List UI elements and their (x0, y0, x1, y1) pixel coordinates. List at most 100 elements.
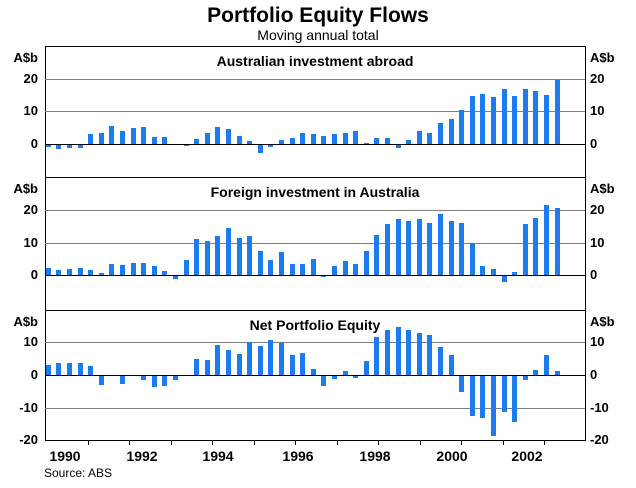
bar (406, 220, 412, 276)
bar (416, 218, 422, 276)
gridline (45, 407, 585, 409)
bar (374, 138, 380, 145)
bar (183, 260, 189, 276)
bar (278, 251, 284, 276)
bar (554, 80, 560, 145)
zero-line (45, 144, 585, 146)
y-axis-unit-label-left: A$b (13, 181, 38, 197)
bar (257, 145, 263, 153)
x-axis-tick (419, 441, 421, 445)
bar (141, 127, 147, 145)
bar (98, 272, 104, 276)
bar (416, 333, 422, 376)
bar (278, 140, 284, 145)
bar (300, 352, 306, 376)
bar (225, 228, 231, 276)
bar (300, 263, 306, 276)
x-axis-tick (544, 441, 546, 445)
bar (533, 369, 539, 376)
x-axis-tick (295, 441, 297, 445)
bar (88, 133, 94, 145)
bar (395, 327, 401, 376)
bar (469, 243, 475, 276)
bar (141, 376, 147, 380)
x-axis-tick (253, 441, 255, 445)
bar (363, 361, 369, 376)
x-axis-label: 1992 (126, 448, 158, 464)
x-axis-tick (170, 441, 172, 445)
bar (162, 376, 168, 386)
bar (554, 208, 560, 276)
bar (172, 376, 178, 380)
bar (385, 329, 391, 376)
bar (406, 329, 412, 376)
x-axis-tick (88, 441, 89, 445)
bar (204, 240, 210, 276)
bar (56, 145, 62, 149)
bar (501, 276, 507, 283)
bar (321, 135, 327, 145)
y-tick-label-right: -10 (590, 399, 609, 415)
bar (512, 376, 518, 422)
plot-border-right (585, 46, 586, 441)
bar (448, 118, 454, 145)
bar (459, 109, 465, 145)
panel-separator (45, 309, 585, 311)
bar (363, 143, 369, 145)
bar (56, 363, 62, 376)
bar (247, 236, 253, 276)
bar (459, 222, 465, 276)
bar (66, 145, 72, 149)
bar (119, 264, 125, 276)
bar (480, 94, 486, 145)
panel-title-1: Australian investment abroad (216, 53, 414, 69)
bar (119, 376, 125, 384)
bar (151, 136, 157, 145)
bar (332, 134, 337, 145)
bar (88, 365, 94, 376)
bar (45, 364, 51, 376)
x-axis-label: 1994 (202, 448, 234, 464)
bar (236, 353, 242, 376)
bar (438, 214, 444, 276)
bar (66, 268, 72, 276)
bar (141, 263, 147, 276)
panel-title-3: Net Portfolio Equity (249, 317, 381, 333)
bar (469, 376, 475, 416)
plot-border-top (45, 46, 585, 47)
y-tick-label-left: 0 (30, 136, 38, 152)
bar (151, 376, 157, 388)
bar (522, 376, 528, 381)
bar (257, 250, 263, 276)
y-tick-label-left: 10 (23, 103, 38, 119)
x-axis-label: 1998 (359, 448, 391, 464)
bar (427, 334, 433, 376)
bar (236, 238, 242, 276)
gridline (45, 111, 585, 113)
bar (109, 126, 115, 145)
bar (183, 145, 189, 147)
bar (278, 343, 284, 376)
bar (236, 135, 242, 145)
bar (88, 270, 94, 276)
bar (438, 346, 444, 376)
bar (533, 91, 539, 145)
bar (98, 133, 104, 145)
bar (109, 264, 115, 276)
bar (289, 263, 295, 276)
bar (321, 276, 327, 278)
bar (522, 224, 528, 276)
bar (544, 94, 550, 145)
bar (469, 96, 475, 145)
bar (374, 336, 380, 376)
bar (225, 129, 231, 145)
y-tick-label-left: -20 (19, 432, 38, 448)
y-tick-label-right: 0 (590, 367, 598, 383)
bar (406, 139, 412, 145)
bar (353, 131, 359, 145)
source-note: Source: ABS (44, 466, 113, 480)
y-axis-unit-label-right: A$b (590, 50, 615, 65)
bar (204, 359, 210, 376)
bar (512, 95, 518, 145)
